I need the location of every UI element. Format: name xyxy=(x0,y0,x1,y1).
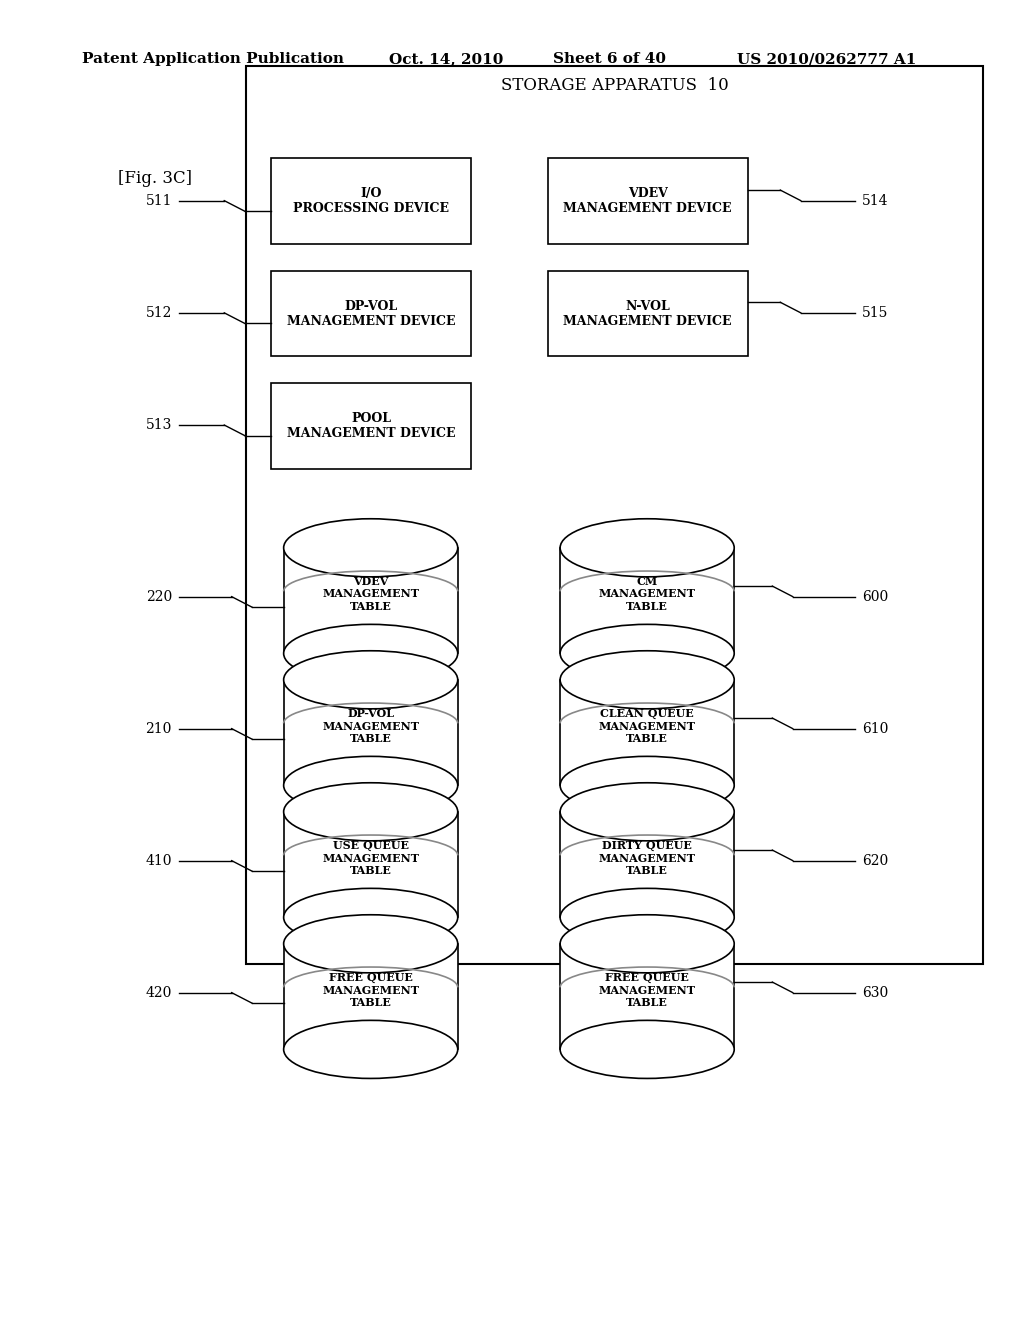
Ellipse shape xyxy=(284,1020,458,1078)
Polygon shape xyxy=(560,548,734,653)
Text: N-VOL
MANAGEMENT DEVICE: N-VOL MANAGEMENT DEVICE xyxy=(563,300,732,327)
Ellipse shape xyxy=(560,651,734,709)
FancyBboxPatch shape xyxy=(271,383,471,469)
Polygon shape xyxy=(560,680,734,785)
Ellipse shape xyxy=(560,888,734,946)
Text: 410: 410 xyxy=(145,854,172,867)
Ellipse shape xyxy=(560,756,734,814)
Ellipse shape xyxy=(284,756,458,814)
Text: FREE QUEUE
MANAGEMENT
TABLE: FREE QUEUE MANAGEMENT TABLE xyxy=(323,972,419,1008)
Ellipse shape xyxy=(284,651,458,709)
Text: 610: 610 xyxy=(862,722,889,735)
Text: 512: 512 xyxy=(145,306,172,319)
FancyBboxPatch shape xyxy=(548,158,748,244)
Text: POOL
MANAGEMENT DEVICE: POOL MANAGEMENT DEVICE xyxy=(287,412,456,440)
Text: Patent Application Publication: Patent Application Publication xyxy=(82,53,344,66)
Ellipse shape xyxy=(284,783,458,841)
FancyBboxPatch shape xyxy=(548,271,748,356)
Text: 513: 513 xyxy=(145,418,172,432)
Text: 511: 511 xyxy=(145,194,172,207)
Text: 620: 620 xyxy=(862,854,889,867)
Text: Oct. 14, 2010: Oct. 14, 2010 xyxy=(389,53,504,66)
Text: [Fig. 3C]: [Fig. 3C] xyxy=(118,170,191,186)
Polygon shape xyxy=(560,944,734,1049)
Polygon shape xyxy=(284,548,458,653)
Polygon shape xyxy=(284,812,458,917)
Text: STORAGE APPARATUS  10: STORAGE APPARATUS 10 xyxy=(501,78,728,94)
Text: DP-VOL
MANAGEMENT DEVICE: DP-VOL MANAGEMENT DEVICE xyxy=(287,300,456,327)
Text: 220: 220 xyxy=(145,590,172,603)
Text: 514: 514 xyxy=(862,194,889,207)
Text: CLEAN QUEUE
MANAGEMENT
TABLE: CLEAN QUEUE MANAGEMENT TABLE xyxy=(599,708,695,744)
Ellipse shape xyxy=(560,624,734,682)
Ellipse shape xyxy=(284,888,458,946)
Ellipse shape xyxy=(284,519,458,577)
FancyBboxPatch shape xyxy=(271,158,471,244)
Text: 210: 210 xyxy=(145,722,172,735)
Text: Sheet 6 of 40: Sheet 6 of 40 xyxy=(553,53,666,66)
Text: DIRTY QUEUE
MANAGEMENT
TABLE: DIRTY QUEUE MANAGEMENT TABLE xyxy=(599,840,695,876)
Text: USE QUEUE
MANAGEMENT
TABLE: USE QUEUE MANAGEMENT TABLE xyxy=(323,840,419,876)
Polygon shape xyxy=(284,944,458,1049)
Ellipse shape xyxy=(560,783,734,841)
Text: 600: 600 xyxy=(862,590,889,603)
Ellipse shape xyxy=(560,519,734,577)
Text: FREE QUEUE
MANAGEMENT
TABLE: FREE QUEUE MANAGEMENT TABLE xyxy=(599,972,695,1008)
Text: 420: 420 xyxy=(145,986,172,999)
Ellipse shape xyxy=(560,915,734,973)
Text: VDEV
MANAGEMENT
TABLE: VDEV MANAGEMENT TABLE xyxy=(323,576,419,612)
Ellipse shape xyxy=(560,1020,734,1078)
Text: US 2010/0262777 A1: US 2010/0262777 A1 xyxy=(737,53,916,66)
Text: 630: 630 xyxy=(862,986,889,999)
FancyBboxPatch shape xyxy=(271,271,471,356)
Text: CM
MANAGEMENT
TABLE: CM MANAGEMENT TABLE xyxy=(599,576,695,612)
Text: DP-VOL
MANAGEMENT
TABLE: DP-VOL MANAGEMENT TABLE xyxy=(323,708,419,744)
Ellipse shape xyxy=(284,915,458,973)
FancyBboxPatch shape xyxy=(246,66,983,964)
Polygon shape xyxy=(284,680,458,785)
Ellipse shape xyxy=(284,624,458,682)
Polygon shape xyxy=(560,812,734,917)
Text: I/O
PROCESSING DEVICE: I/O PROCESSING DEVICE xyxy=(293,187,450,215)
Text: 515: 515 xyxy=(862,306,889,319)
Text: VDEV
MANAGEMENT DEVICE: VDEV MANAGEMENT DEVICE xyxy=(563,187,732,215)
